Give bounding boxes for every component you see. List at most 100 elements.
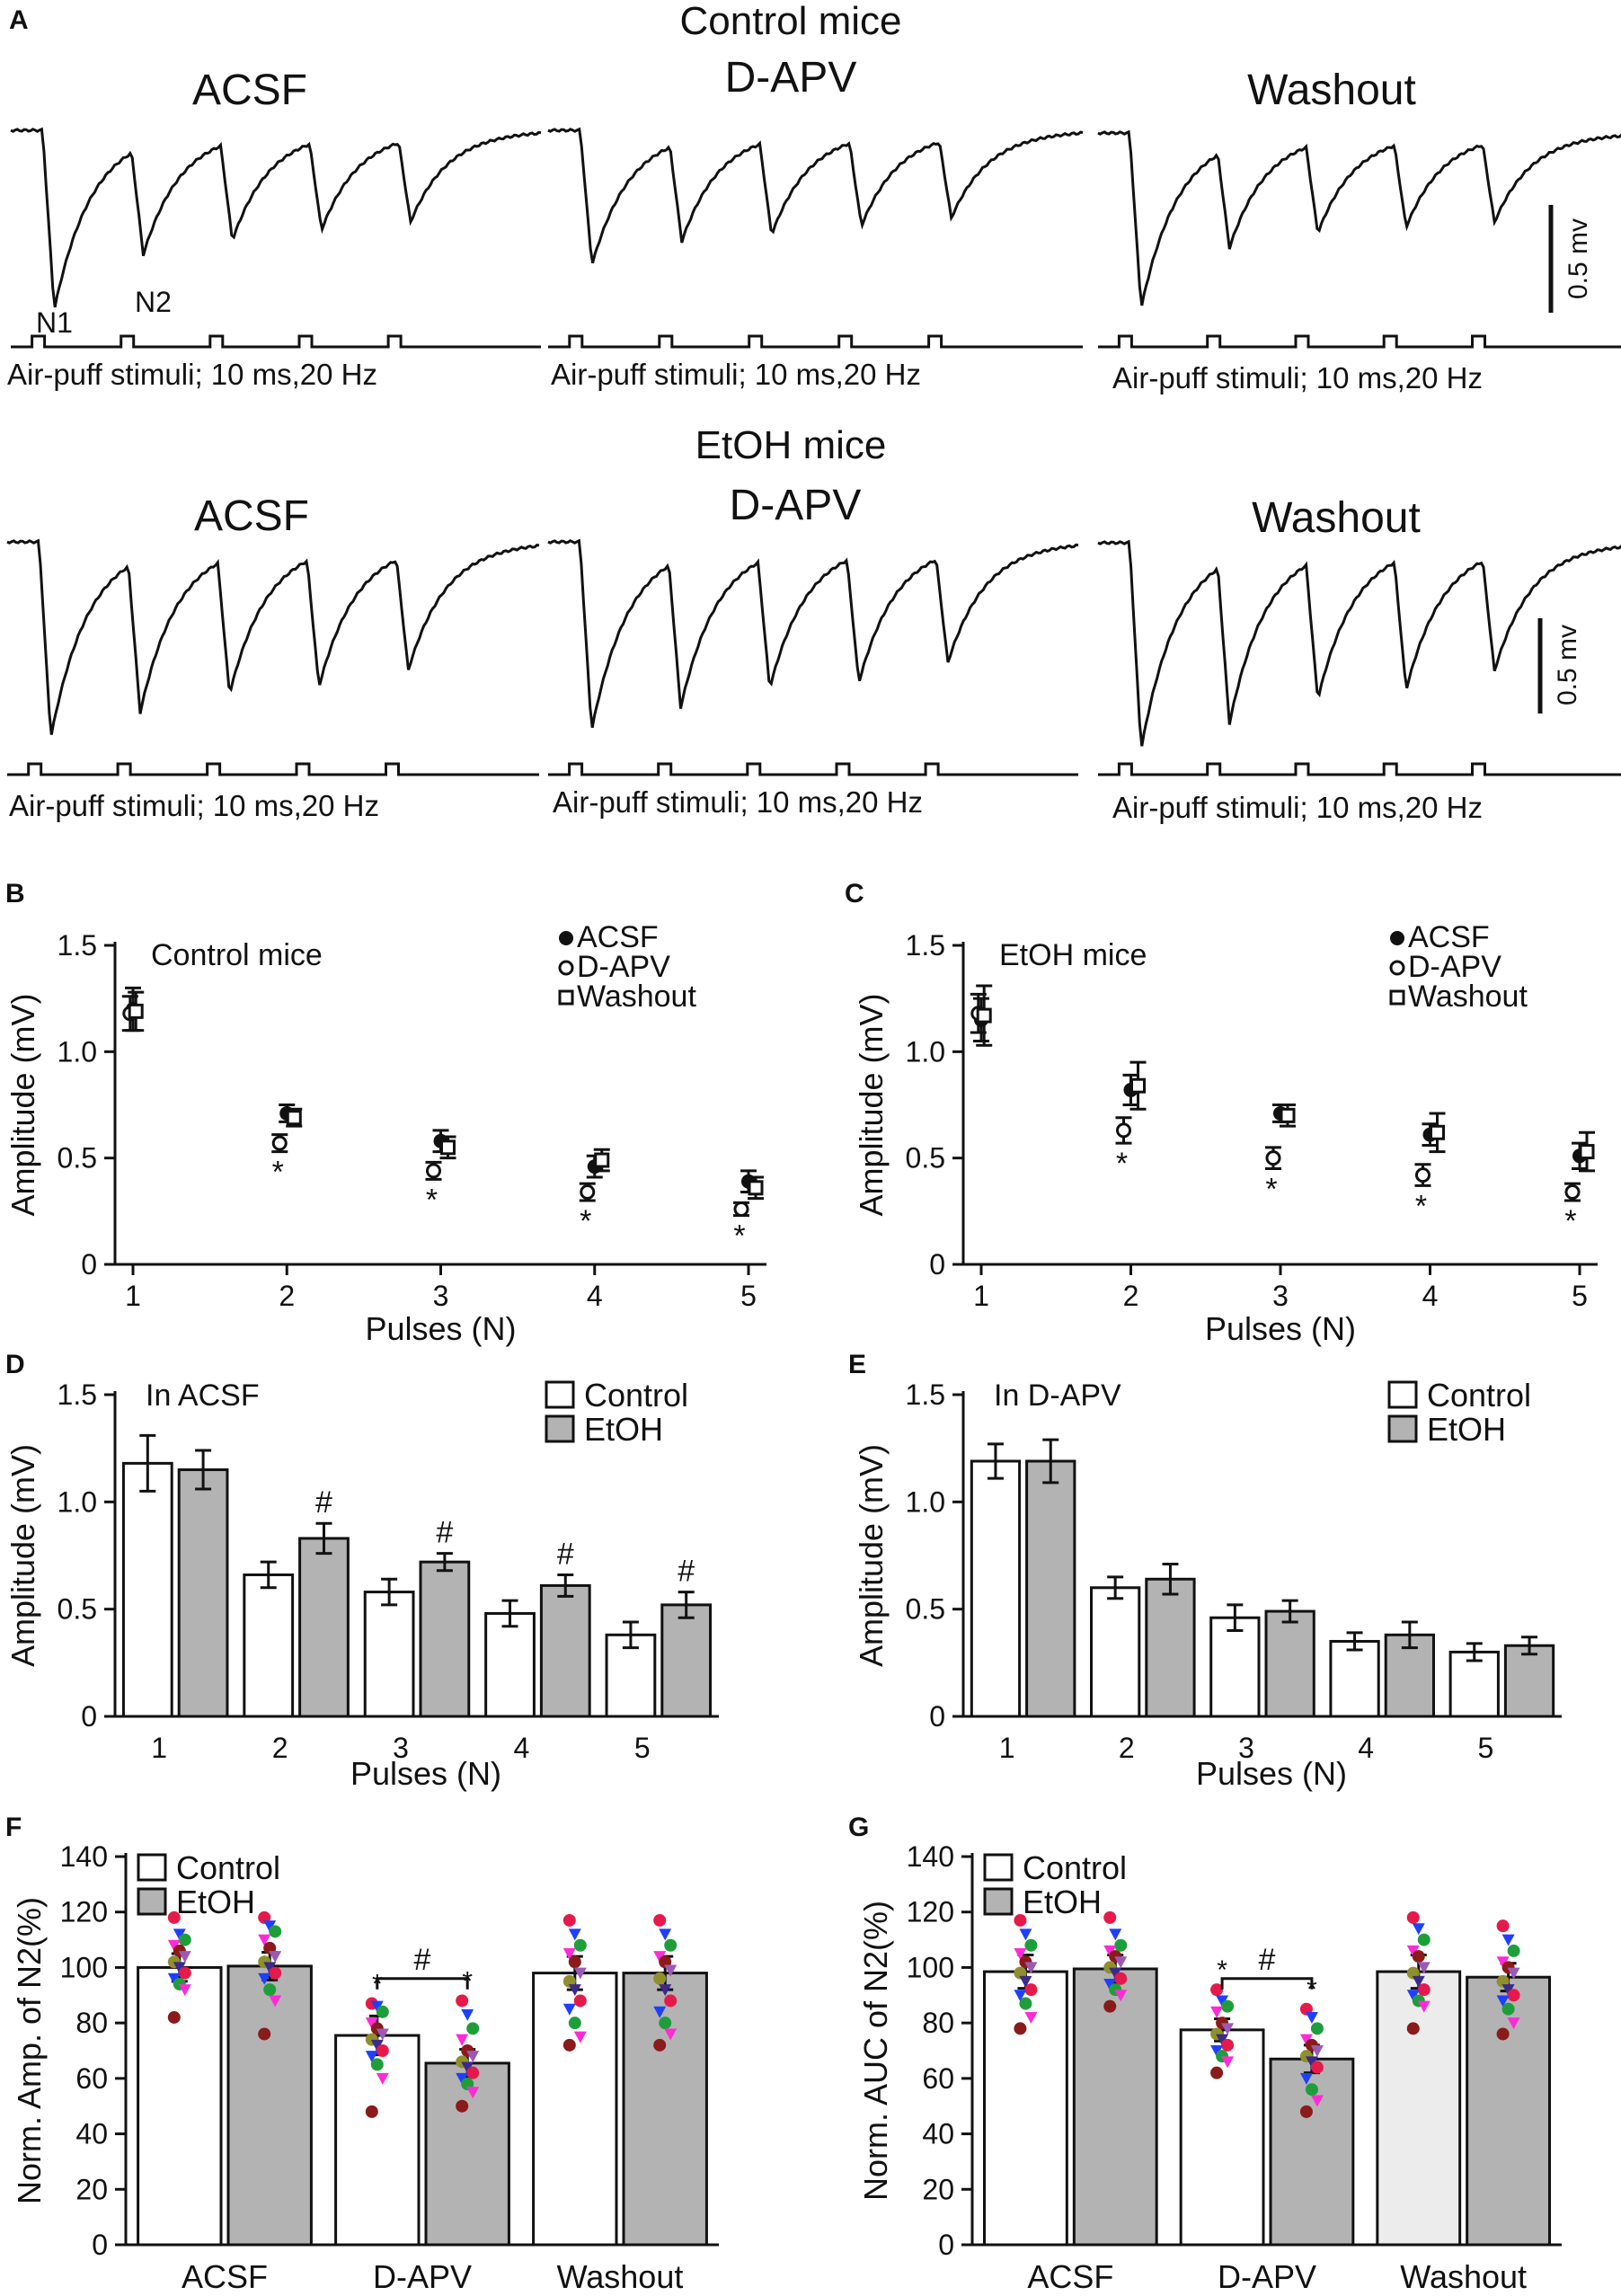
bar-control-acsf: [982, 1970, 1068, 2247]
bar-etoh-5: [1503, 1644, 1555, 1718]
x-tick-label: 1: [125, 1280, 141, 1312]
x-category-label: ACSF: [182, 2258, 268, 2292]
data-point: [568, 2017, 581, 2030]
x-tick-label: 4: [1422, 1280, 1439, 1312]
data-point: [1221, 2023, 1235, 2035]
data-point: [370, 2000, 384, 2013]
x-tick-label: 4: [1358, 1732, 1374, 1764]
y-axis-label: Norm. Amp. of N2(%): [11, 1897, 48, 2204]
stim-trace-control-dapv: [548, 334, 1083, 349]
significance-star: *: [1116, 1147, 1128, 1181]
significance-star: *: [580, 1204, 591, 1238]
point-d-apv: [1116, 1122, 1131, 1139]
y-tick-label: 40: [922, 2118, 954, 2150]
data-point: [178, 1933, 191, 1946]
point-washout: [976, 1007, 992, 1024]
y-tick-label: 0.5: [906, 1142, 945, 1175]
legend-marker-acsf: [559, 931, 573, 945]
bar-etoh-2: [1145, 1577, 1196, 1718]
significance-star: *: [272, 1156, 284, 1190]
trace-etoh-washout: [1097, 539, 1621, 747]
legend-swatch-etoh: [983, 1887, 1014, 1916]
data-point: [456, 2034, 469, 2046]
x-tick-label: 1: [999, 1732, 1015, 1764]
data-point: [1221, 2056, 1235, 2069]
y-tick-label: 40: [75, 2118, 108, 2150]
y-tick-label: 100: [60, 1951, 108, 1983]
legend-marker-acsf: [1390, 931, 1404, 945]
condition-label-etoh-dapv: D-APV: [730, 482, 862, 529]
data-point: [1014, 1948, 1027, 1960]
data-point: [269, 1925, 282, 1938]
chart-title: Control mice: [151, 938, 323, 972]
legend-swatch-etoh: [1387, 1414, 1418, 1443]
x-tick-label: 5: [634, 1732, 651, 1764]
significance-star: *: [733, 1219, 745, 1254]
bar-control-4: [484, 1611, 536, 1718]
legend-label-control: Control: [1023, 1849, 1127, 1886]
condition-label-etoh-acsf: ACSF: [194, 492, 309, 540]
data-point: [1501, 2002, 1515, 2016]
data-point: [562, 1913, 576, 1927]
data-point: [461, 2061, 474, 2074]
stim-label-control-dapv: Air-puff stimuli; 10 ms,20 Hz: [551, 358, 921, 391]
chart-d: 0 0.5 1.0 1.5 Amplitude (mV) 1 2 3 4 5 Pulses (N) I…: [4, 1377, 719, 1792]
y-tick-label: 1.0: [906, 1485, 945, 1518]
y-tick-label: 0.5: [906, 1593, 945, 1626]
legend-label-etoh: EtOH: [176, 1884, 255, 1920]
legend-label-washout: Washout: [577, 980, 696, 1014]
legend-label-control: Control: [176, 1849, 280, 1886]
y-tick-label: 60: [922, 2062, 954, 2095]
data-point: [1109, 1928, 1122, 1941]
data-point: [664, 1938, 678, 1952]
data-point: [365, 2017, 378, 2030]
data-point: [568, 1928, 581, 1941]
bar-control-3: [1209, 1616, 1261, 1718]
y-tick-label: 1.5: [58, 929, 97, 962]
data-point: [1024, 2011, 1038, 2024]
stim-trace-etoh-dapv: [548, 762, 1078, 776]
significance-bracket: [376, 1977, 469, 1990]
data-point: [1412, 1975, 1425, 1988]
x-tick-label: 5: [1572, 1280, 1588, 1312]
bar-etoh-5: [660, 1603, 713, 1718]
legend-swatch-etoh: [137, 1887, 167, 1916]
x-tick-label: 1: [973, 1280, 989, 1312]
data-point: [173, 1928, 186, 1941]
data-point: [258, 1934, 271, 1946]
y-tick-label: 120: [907, 1896, 954, 1928]
data-point: [653, 1972, 667, 1985]
data-point: [167, 1910, 181, 1924]
data-point: [263, 1962, 277, 1974]
data-point: [370, 2058, 384, 2071]
data-point: [376, 2028, 389, 2041]
trace-etoh-dapv: [547, 538, 1079, 728]
data-point: [1417, 1983, 1431, 1997]
point-d-apv: [426, 1163, 441, 1179]
data-point: [1221, 2038, 1235, 2052]
legend-label-d-apv: D-APV: [577, 950, 670, 984]
data-point: [263, 1920, 277, 1933]
significance-bracket: [1220, 1977, 1314, 1990]
x-category-label: ACSF: [1027, 2258, 1113, 2292]
panel-letter-a: A: [9, 5, 29, 35]
y-tick-label: 1.5: [906, 1378, 945, 1411]
data-point: [1114, 1990, 1128, 2002]
data-point: [263, 1983, 277, 1997]
data-point: [1412, 1950, 1425, 1964]
data-point: [1114, 1956, 1128, 1969]
data-point: [376, 2072, 389, 2085]
data-point: [573, 1967, 587, 1980]
x-category-label: Washout: [557, 2258, 684, 2292]
data-point: [466, 2066, 480, 2079]
y-tick-label: 1.5: [906, 929, 945, 962]
panel-letter-b: B: [5, 879, 25, 909]
data-point: [167, 2010, 181, 2024]
y-tick-label: 100: [907, 1951, 954, 1983]
data-point: [1014, 2022, 1027, 2035]
significance-star: *: [1265, 1173, 1277, 1207]
data-point: [1299, 2072, 1313, 2085]
x-axis-label: Pulses (N): [350, 1755, 501, 1792]
